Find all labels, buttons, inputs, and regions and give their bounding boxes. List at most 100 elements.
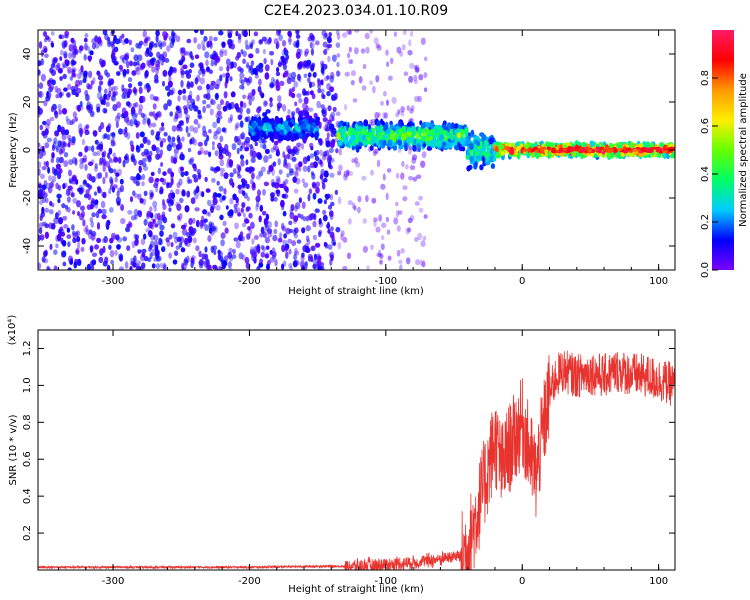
spectrogram-cell bbox=[213, 36, 218, 42]
spectrogram-cell bbox=[382, 173, 386, 181]
spectrogram-cell bbox=[66, 66, 72, 74]
spectrogram-cell bbox=[151, 66, 156, 73]
spectrogram-cell bbox=[75, 247, 80, 255]
spectrogram-cell bbox=[376, 44, 382, 51]
spectrogram-cell bbox=[113, 156, 119, 163]
spectrogram-cell bbox=[250, 93, 255, 102]
spectrogram-cell bbox=[48, 209, 54, 215]
spectrogram-cell bbox=[378, 214, 383, 222]
spectrogram-cell bbox=[193, 177, 199, 183]
spectrogram-cell bbox=[40, 189, 46, 197]
spectrogram-cell bbox=[414, 95, 420, 103]
spectrogram-cell bbox=[420, 240, 426, 248]
spectrogram-cell bbox=[138, 42, 142, 49]
spectrogram-cell bbox=[38, 222, 43, 230]
spectrogram-cell bbox=[270, 192, 275, 198]
spectrogram-cell bbox=[326, 132, 330, 139]
y-tick-label: 1.0 bbox=[22, 377, 33, 393]
spectrogram-cell bbox=[207, 199, 212, 206]
spectrogram-cell bbox=[140, 95, 146, 103]
spectrogram-cell bbox=[395, 210, 400, 218]
spectrogram-cell bbox=[51, 152, 55, 159]
spectrogram-cell bbox=[437, 140, 443, 147]
spectrogram-cell bbox=[61, 203, 66, 209]
spectrogram-cell bbox=[173, 116, 179, 123]
spectrogram-cell bbox=[245, 183, 250, 189]
spectrogram-cell bbox=[523, 144, 530, 149]
spectrogram-cell bbox=[175, 106, 180, 111]
spectrogram-cell bbox=[191, 55, 194, 61]
spectrogram-cell bbox=[263, 115, 269, 123]
spectrogram-cell bbox=[76, 241, 81, 249]
spectrogram-cell bbox=[325, 140, 331, 148]
spectrogram-cell bbox=[186, 176, 191, 184]
spectrogram-cell bbox=[337, 242, 342, 250]
spectrogram-cell bbox=[281, 263, 285, 270]
spectrogram-cell bbox=[206, 134, 210, 142]
spectrogram-cell bbox=[205, 59, 209, 67]
spectrogram-cell bbox=[546, 146, 551, 151]
spectrogram-cell bbox=[249, 146, 255, 153]
spectrogram-cell bbox=[38, 152, 44, 160]
spectrogram-cell bbox=[80, 205, 85, 211]
spectrogram-cell bbox=[187, 132, 191, 137]
spectrogram-cell bbox=[124, 38, 129, 44]
spectrogram-cell bbox=[138, 210, 142, 218]
spectrogram-cell bbox=[597, 149, 602, 154]
spectrogram-cell bbox=[333, 137, 339, 143]
spectrogram-cell bbox=[469, 148, 474, 155]
spectrogram-cell bbox=[357, 195, 362, 203]
spectrogram-cell bbox=[92, 199, 96, 205]
spectrogram-cell bbox=[303, 118, 308, 125]
spectrogram-cell bbox=[175, 188, 180, 195]
spectrogram-cell bbox=[186, 190, 191, 198]
spectrogram-cell bbox=[114, 249, 118, 256]
spectrogram-cell bbox=[163, 103, 169, 111]
spectrogram-cell bbox=[387, 139, 393, 148]
spectrogram-cell bbox=[109, 176, 113, 184]
spectrogram-cell bbox=[172, 231, 178, 239]
spectrogram-cell bbox=[402, 185, 408, 191]
spectrogram-cell bbox=[55, 243, 59, 249]
spectrogram-cell bbox=[102, 191, 107, 199]
spectrogram-cell bbox=[201, 253, 206, 260]
spectrogram-cell bbox=[171, 142, 177, 148]
snr-x-ticks: -300 -200 -100 0 100 bbox=[57, 330, 668, 587]
spectrogram-cell bbox=[94, 163, 98, 169]
spectrogram-cell bbox=[197, 43, 202, 50]
spectrogram-cell bbox=[274, 258, 278, 267]
spectrogram-cell bbox=[407, 49, 413, 56]
spectrogram-cell bbox=[282, 151, 286, 158]
spectrogram-cell bbox=[217, 265, 222, 270]
spectrogram-cell bbox=[221, 41, 226, 47]
spectrogram-cell bbox=[297, 213, 301, 218]
spectrogram-cell bbox=[41, 206, 45, 214]
spectrogram-cell bbox=[148, 51, 154, 57]
spectrogram-cell bbox=[218, 66, 224, 72]
spectrogram-cell bbox=[64, 129, 70, 136]
spectrogram-cell bbox=[266, 170, 271, 175]
spectrogram-cell bbox=[58, 109, 63, 115]
spectrogram-cell bbox=[250, 221, 255, 229]
spectrogram-cell bbox=[446, 141, 451, 149]
spectrogram-cell bbox=[130, 215, 136, 221]
spectrogram-cell bbox=[479, 140, 483, 148]
spectrogram-cell bbox=[280, 55, 285, 61]
spectrogram-cell bbox=[258, 39, 264, 45]
spectrogram-cell bbox=[177, 215, 180, 221]
spectrogram-cell bbox=[309, 90, 314, 96]
spectrogram-cell bbox=[128, 83, 133, 89]
spectrogram-cell bbox=[283, 233, 287, 239]
spectrogram-cell bbox=[63, 52, 68, 59]
colorbar-label: Normalized spectral amplitude bbox=[738, 73, 749, 227]
spectrogram-cell bbox=[223, 255, 229, 262]
spectrogram-cell bbox=[62, 261, 67, 267]
spectrogram-cell bbox=[402, 196, 408, 202]
spectrogram-cell bbox=[110, 95, 115, 101]
spectrogram-cell bbox=[63, 160, 69, 168]
spectrogram-cell bbox=[109, 249, 115, 258]
spectrogram-cell bbox=[201, 191, 205, 198]
spectrogram-cell bbox=[99, 58, 103, 65]
spectrogram-cell bbox=[315, 186, 320, 194]
spectrogram-cell bbox=[62, 183, 66, 190]
